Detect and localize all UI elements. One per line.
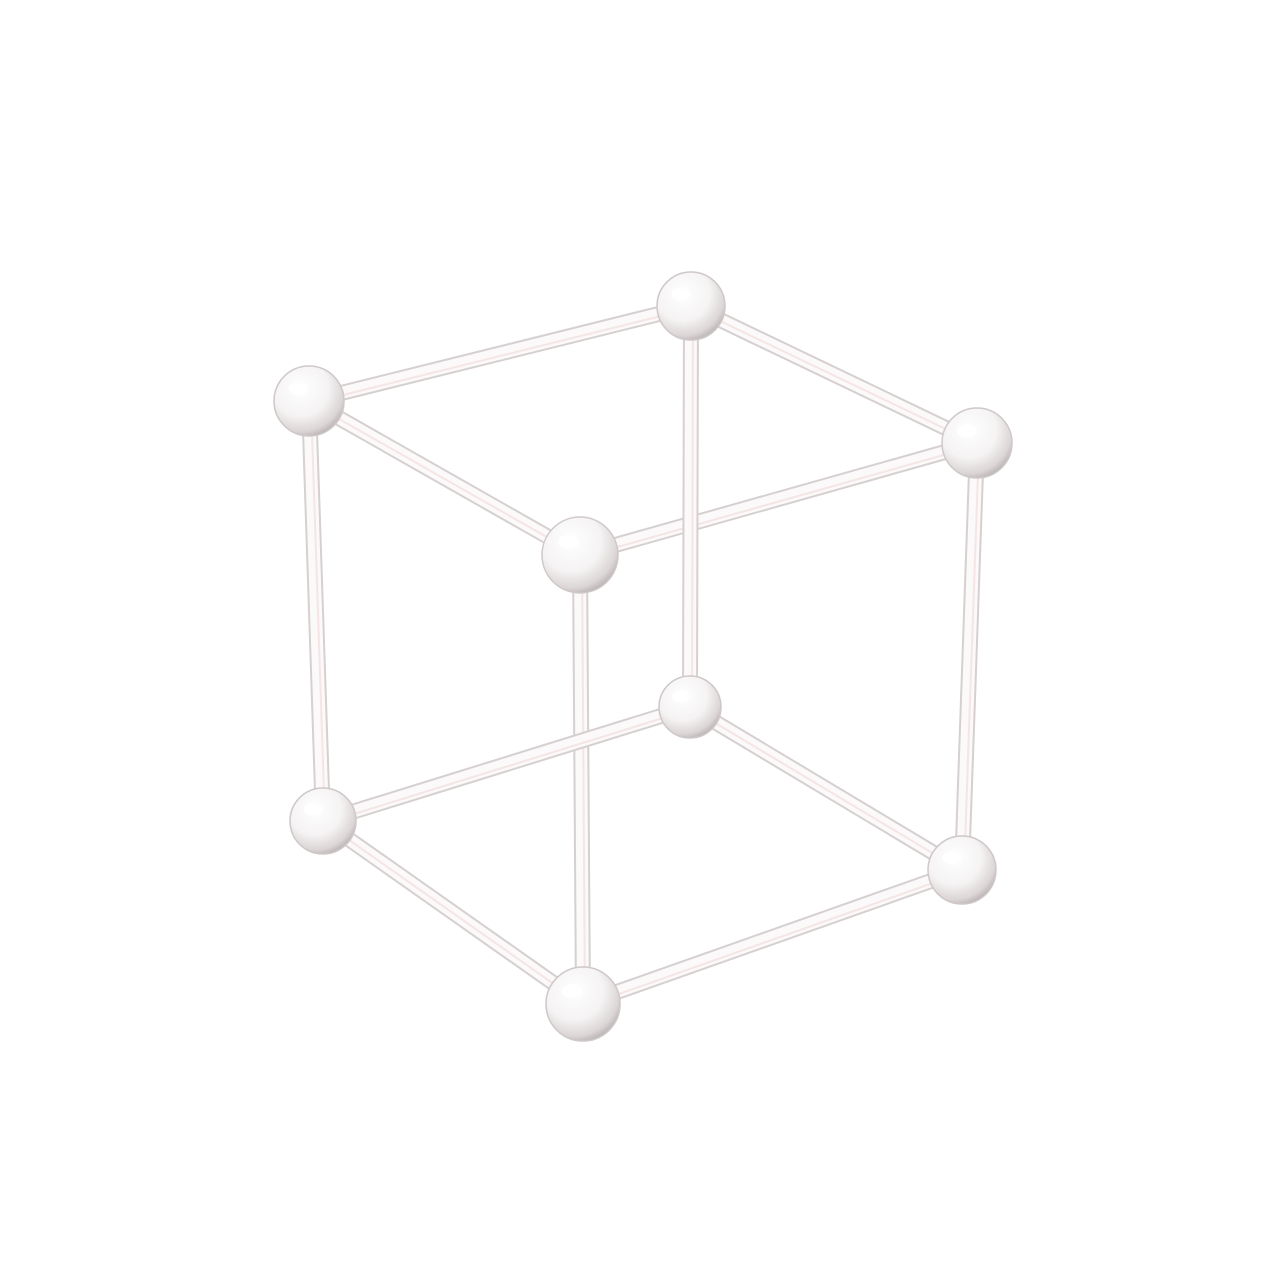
cube-edge-bottom-back-to-bottom-right — [682, 699, 970, 878]
sphere-highlight — [672, 690, 690, 702]
cube-edge-bottom-left-to-bottom-front — [315, 813, 591, 1012]
cube-edge-bottom-left-to-bottom-back — [315, 699, 698, 829]
cube-edge-top-right-to-bottom-right — [954, 435, 985, 878]
vertex-sphere — [541, 516, 619, 594]
cube-edge-bottom-front-to-bottom-right — [575, 862, 970, 1012]
sphere-highlight — [288, 382, 309, 396]
cube-vertex-bottom-right — [927, 835, 997, 905]
vertex-sphere — [273, 365, 345, 437]
cube-edges — [301, 298, 985, 1012]
cube-vertices — [273, 271, 1013, 1042]
cube-edge-top-left-to-bottom-left — [301, 393, 331, 829]
sphere-highlight — [557, 534, 580, 549]
vertex-sphere — [289, 787, 357, 855]
cube-vertex-top-right — [941, 407, 1013, 479]
vertex-sphere — [656, 271, 726, 341]
sphere-highlight — [561, 984, 583, 998]
cube-edge-top-front-to-top-right — [572, 435, 985, 563]
sphere-highlight — [956, 424, 977, 438]
sphere-highlight — [303, 803, 323, 816]
cube-edge-top-back-to-top-right — [683, 298, 985, 451]
sphere-highlight — [671, 287, 691, 301]
vertex-sphere — [545, 966, 621, 1042]
cube-vertex-bottom-front — [545, 966, 621, 1042]
vertex-sphere — [941, 407, 1013, 479]
vertex-sphere — [927, 835, 997, 905]
cube-vertex-bottom-back — [658, 675, 722, 739]
sphere-highlight — [942, 851, 962, 865]
cube-edge-top-left-to-top-front — [301, 393, 588, 563]
cube-vertex-top-front — [541, 516, 619, 594]
cube-vertex-top-left — [273, 365, 345, 437]
cube-edge-top-left-to-top-back — [301, 298, 699, 409]
cube-edge-top-back-to-bottom-back — [682, 298, 699, 715]
cube-vertex-bottom-left — [289, 787, 357, 855]
cube-edge-top-front-to-bottom-front — [572, 547, 591, 1012]
cube-vertex-top-back — [656, 271, 726, 341]
vertex-sphere — [658, 675, 722, 739]
